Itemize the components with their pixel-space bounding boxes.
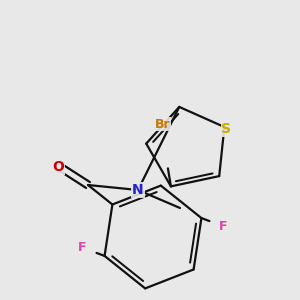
Text: O: O xyxy=(52,160,64,174)
Text: Br: Br xyxy=(155,118,171,131)
Text: F: F xyxy=(219,220,228,232)
Text: N: N xyxy=(132,183,144,197)
Text: S: S xyxy=(221,122,231,136)
Text: F: F xyxy=(78,242,87,254)
